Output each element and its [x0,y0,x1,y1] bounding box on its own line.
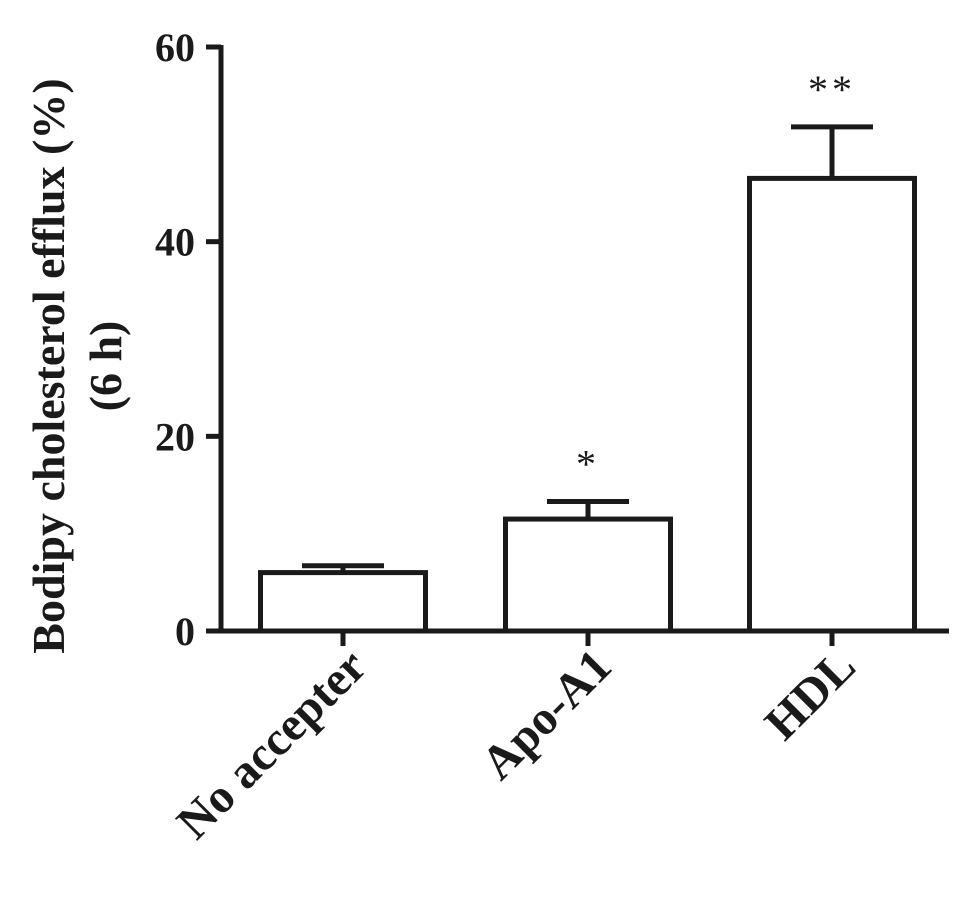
x-category-label: No accepter [167,639,377,849]
significance-mark: ** [808,67,856,112]
x-category-label: Apo-A1 [471,639,622,790]
y-tick-label: 0 [175,609,195,654]
error-bars-group [302,124,873,573]
y-tick-label: 20 [155,414,195,459]
significance-marks-group: *** [576,67,856,487]
y-axis-title-line-2: (6 h) [80,321,131,412]
significance-mark: * [576,442,600,487]
bar [503,516,673,634]
bar [747,175,917,634]
x-category-label: HDL [755,639,866,750]
x-axis-labels: No accepter Apo-A1 HDL [167,639,866,849]
y-tick-label: 40 [155,220,195,265]
bars-group [258,175,917,634]
y-tick-label: 60 [155,25,195,70]
y-axis-ticks: 0 20 40 60 [155,25,221,654]
bar [258,570,428,634]
y-axis-title: Bodipy cholesterol efflux (%) (6 h) [23,78,131,653]
y-axis-title-line-1: Bodipy cholesterol efflux (%) [23,78,74,653]
